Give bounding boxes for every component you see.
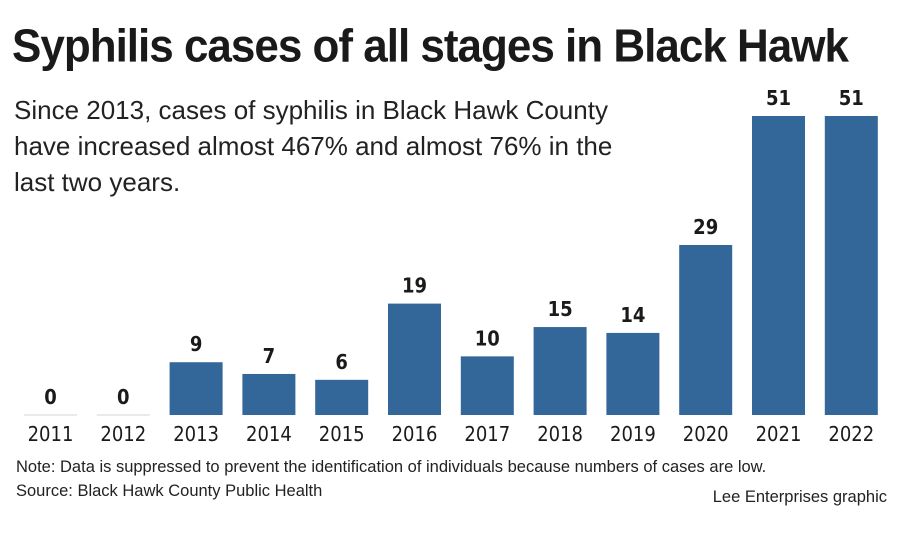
- x-tick-label: 2011: [28, 422, 74, 446]
- data-label-2011: 0: [44, 385, 57, 409]
- bar-2020: [679, 244, 733, 415]
- x-tick-label: 2016: [392, 422, 438, 446]
- data-label-2014: 7: [263, 344, 276, 368]
- bar-2018: [533, 327, 587, 415]
- x-tick-label: 2013: [173, 422, 219, 446]
- x-tick-label: 2018: [537, 422, 583, 446]
- x-tick-label: 2022: [828, 422, 874, 446]
- note-text: Note: Data is suppressed to prevent the …: [16, 458, 767, 476]
- data-label-2022: 51: [839, 86, 864, 110]
- credit-text: Lee Enterprises graphic: [712, 488, 887, 506]
- data-label-2018: 15: [548, 297, 573, 321]
- x-tick-label: 2019: [610, 422, 656, 446]
- x-tick-label: 2014: [246, 422, 292, 446]
- bar-2016: [388, 303, 441, 415]
- bar-2013: [169, 362, 223, 415]
- data-label-2012: 0: [117, 385, 130, 409]
- x-tick-label: 2021: [756, 422, 802, 446]
- data-label-2016: 19: [402, 274, 427, 298]
- x-tick-label: 2017: [464, 422, 510, 446]
- bar-2019: [606, 332, 660, 415]
- data-label-2019: 14: [620, 303, 645, 327]
- bar-2015: [315, 379, 369, 415]
- data-label-2017: 10: [475, 326, 500, 350]
- x-tick-label: 2015: [319, 422, 365, 446]
- bar-2022: [824, 116, 878, 415]
- data-label-2021: 51: [766, 86, 791, 110]
- bar-2014: [242, 373, 296, 415]
- x-tick-label: 2020: [683, 422, 729, 446]
- bar-2017: [460, 356, 514, 415]
- source-text: Source: Black Hawk County Public Health: [16, 482, 323, 500]
- data-label-2015: 6: [335, 350, 348, 374]
- chart-subtitle: Since 2013, cases of syphilis in Black H…: [14, 95, 613, 197]
- x-tick-label: 2012: [100, 422, 146, 446]
- bar-2021: [752, 116, 805, 415]
- data-label-2020: 29: [693, 215, 718, 239]
- data-label-2013: 9: [190, 332, 203, 356]
- chart-title: Syphilis cases of all stages in Black Ha…: [12, 20, 849, 73]
